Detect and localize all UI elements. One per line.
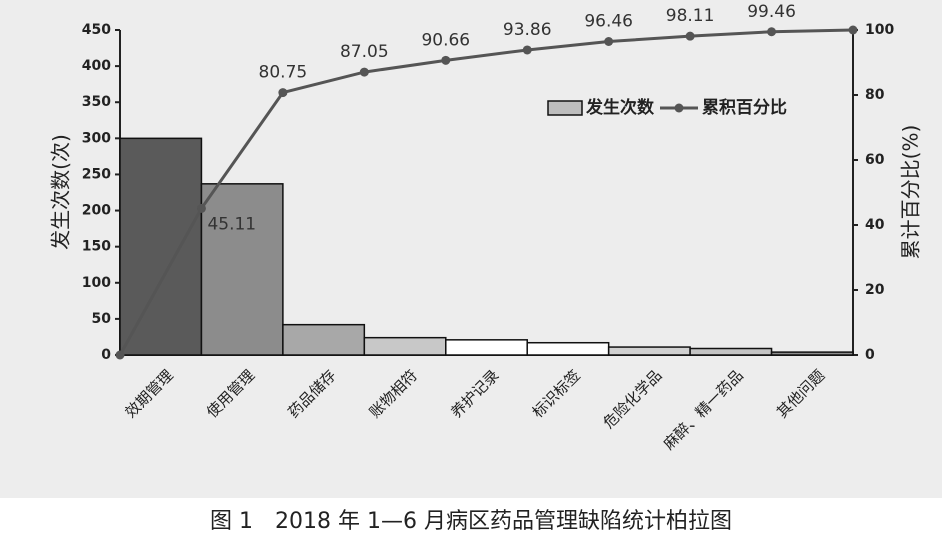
- legend-label: 累积百分比: [702, 97, 787, 118]
- data-label: 93.86: [503, 20, 552, 40]
- y2-tick-label: 0: [865, 347, 875, 363]
- y-tick-label: 450: [82, 22, 111, 38]
- data-label: 87.05: [340, 42, 389, 62]
- y-tick-label: 0: [101, 347, 111, 363]
- y-tick-label: 350: [82, 94, 111, 110]
- y2-tick-label: 40: [865, 217, 885, 233]
- y2-tick-label: 80: [865, 87, 885, 103]
- line-point: [359, 67, 369, 77]
- bar: [200, 183, 284, 356]
- data-label: 80.75: [259, 63, 308, 83]
- bar: [119, 137, 203, 356]
- line-origin: [115, 350, 125, 360]
- y-tick-label: 250: [82, 166, 111, 182]
- bar: [363, 336, 447, 356]
- line-point: [767, 27, 777, 37]
- bar: [526, 341, 610, 356]
- bar: [770, 351, 854, 356]
- chart-title: 图 1 2018 年 1—6 月病区药品管理缺陷统计柏拉图: [210, 509, 732, 534]
- y-tick-label: 300: [82, 130, 111, 146]
- legend-marker: [674, 103, 684, 113]
- bar: [607, 346, 691, 356]
- y-tick-label: 400: [82, 58, 111, 74]
- y-tick-label: 150: [82, 239, 111, 255]
- data-label: 45.11: [207, 214, 256, 234]
- y-tick-label: 200: [82, 203, 111, 219]
- y-axis-label: 发生次数(次): [49, 134, 73, 250]
- y2-tick-label: 100: [865, 22, 894, 38]
- data-label: 98.11: [666, 6, 715, 26]
- bar: [282, 323, 366, 356]
- y2-tick-label: 60: [865, 152, 885, 168]
- bar: [689, 347, 773, 356]
- y2-axis-label: 累计百分比(%): [899, 125, 923, 260]
- legend-swatch: [547, 100, 583, 116]
- data-label: 90.66: [421, 30, 470, 50]
- y-tick-label: 50: [92, 311, 112, 327]
- y2-tick-label: 20: [865, 282, 885, 298]
- line-point: [522, 45, 532, 55]
- cumulative-line: [118, 28, 854, 356]
- line-point: [685, 31, 695, 41]
- data-label: 99.46: [747, 2, 796, 22]
- line-point: [278, 88, 288, 98]
- y-tick-label: 100: [82, 275, 111, 291]
- line-point: [441, 55, 451, 65]
- line-point: [848, 25, 858, 35]
- legend-label: 发生次数: [585, 97, 655, 118]
- bar: [445, 339, 528, 356]
- line-point: [196, 203, 206, 213]
- line-point: [604, 37, 614, 47]
- data-label: 96.46: [584, 12, 633, 32]
